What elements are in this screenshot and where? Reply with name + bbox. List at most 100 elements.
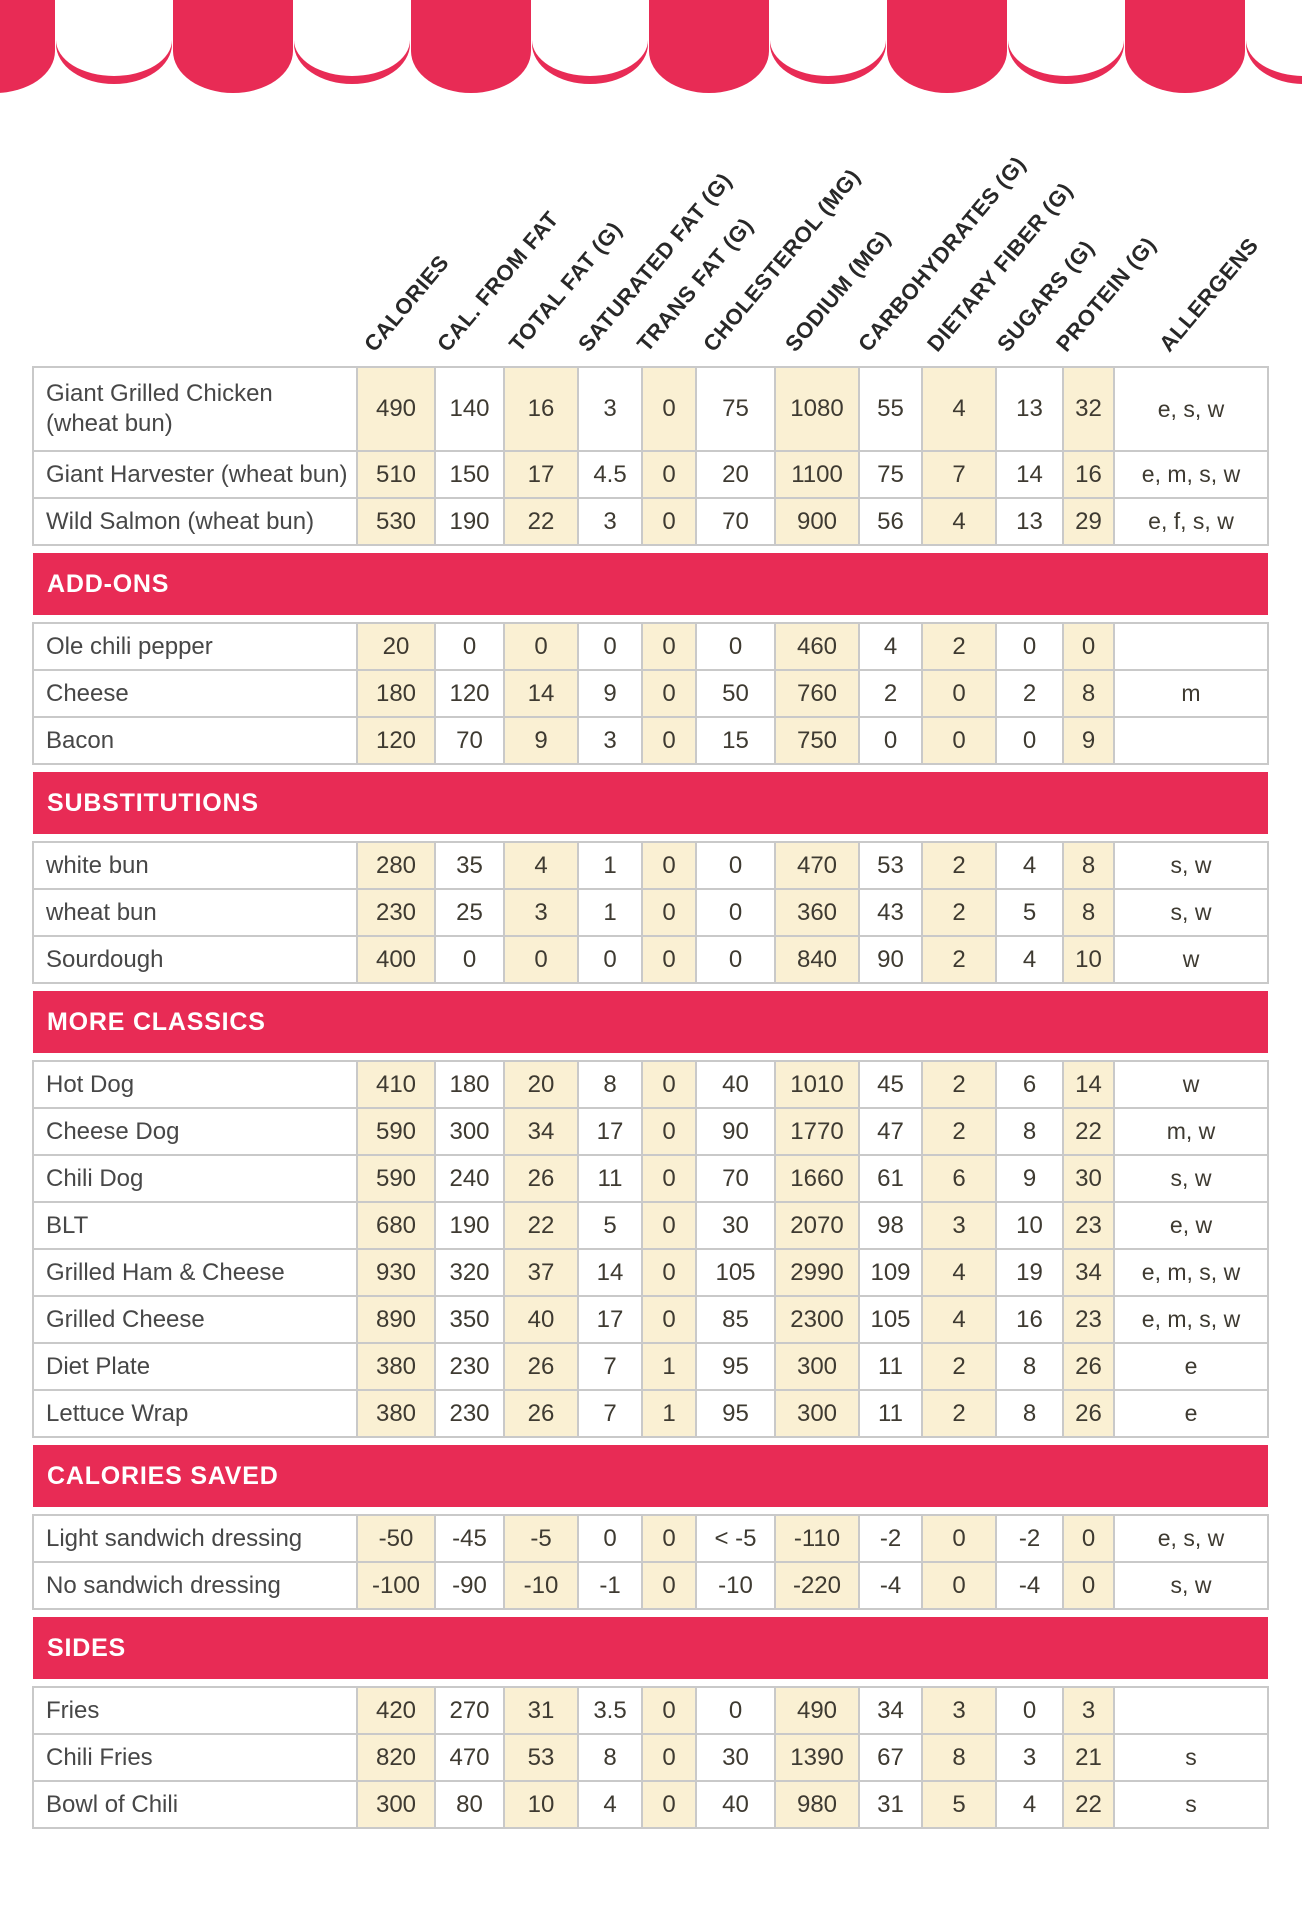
value-cell: 0 xyxy=(921,1561,997,1610)
value-cell: 2 xyxy=(921,841,997,890)
table-row: Cheese 180 120 14 9 0 50 760 2 0 2 8 m xyxy=(32,669,1269,718)
value-cell: 120 xyxy=(356,716,436,765)
value-cell: 350 xyxy=(434,1295,505,1344)
value-cell: 680 xyxy=(356,1201,436,1250)
value-cell: 17 xyxy=(503,450,579,499)
table-row: Grilled Ham & Cheese 930 320 37 14 0 105 2990 10… xyxy=(32,1248,1269,1297)
value-cell: 900 xyxy=(774,497,860,546)
value-cell: 20 xyxy=(503,1060,579,1109)
value-cell: 0 xyxy=(641,497,697,546)
value-cell: 75 xyxy=(858,450,923,499)
value-cell: 30 xyxy=(1062,1154,1115,1203)
item-name: Giant Grilled Chicken (wheat bun) xyxy=(32,366,358,452)
value-cell: 40 xyxy=(503,1295,579,1344)
value-cell: -4 xyxy=(858,1561,923,1610)
value-cell: 0 xyxy=(641,716,697,765)
column-header-label: CAL. FROM FAT xyxy=(432,206,564,357)
item-name: Grilled Cheese xyxy=(32,1295,358,1344)
scallop-shape xyxy=(1008,0,1124,76)
value-cell: 2 xyxy=(995,669,1064,718)
value-cell: -5 xyxy=(503,1514,579,1563)
value-cell: 8 xyxy=(577,1733,643,1782)
allergens-cell: e, w xyxy=(1113,1201,1269,1250)
value-cell: 20 xyxy=(695,450,776,499)
value-cell: 490 xyxy=(774,1686,860,1735)
scallop-shape xyxy=(887,0,1007,93)
value-cell: 400 xyxy=(356,935,436,984)
item-name: Giant Harvester (wheat bun) xyxy=(32,450,358,499)
value-cell: 30 xyxy=(695,1733,776,1782)
value-cell: 35 xyxy=(434,841,505,890)
scallop-shape xyxy=(1246,0,1302,76)
value-cell: 150 xyxy=(434,450,505,499)
value-cell: 3 xyxy=(921,1201,997,1250)
value-cell: 3 xyxy=(1062,1686,1115,1735)
value-cell: 0 xyxy=(1062,1561,1115,1610)
table-row: Giant Harvester (wheat bun) 510 150 17 4.5 0 2… xyxy=(32,450,1269,499)
value-cell: 7 xyxy=(921,450,997,499)
value-cell: 230 xyxy=(434,1342,505,1391)
allergens-cell: s xyxy=(1113,1733,1269,1782)
allergens-cell: e, m, s, w xyxy=(1113,1248,1269,1297)
value-cell: 10 xyxy=(503,1780,579,1829)
value-cell: 0 xyxy=(641,888,697,937)
value-cell: 0 xyxy=(695,622,776,671)
allergens-cell: e, f, s, w xyxy=(1113,497,1269,546)
value-cell: 0 xyxy=(641,1248,697,1297)
value-cell: 0 xyxy=(641,669,697,718)
value-cell: 105 xyxy=(695,1248,776,1297)
table-row: Light sandwich dressing -50 -45 -5 0 0 < -5 -11… xyxy=(32,1514,1269,1563)
value-cell: -220 xyxy=(774,1561,860,1610)
item-name: Diet Plate xyxy=(32,1342,358,1391)
value-cell: 22 xyxy=(503,497,579,546)
value-cell: 0 xyxy=(1062,1514,1115,1563)
section-cell: MORE CLASSICS xyxy=(33,983,1268,1061)
value-cell: 22 xyxy=(1062,1780,1115,1829)
value-cell: 26 xyxy=(503,1154,579,1203)
value-cell: 34 xyxy=(858,1686,923,1735)
allergens-cell xyxy=(1113,716,1269,765)
section-cell: SUBSTITUTIONS xyxy=(33,764,1268,842)
table-row: BLT 680 190 22 5 0 30 2070 98 3 10 23 e, w xyxy=(32,1201,1269,1250)
allergens-cell: e xyxy=(1113,1342,1269,1391)
value-cell: 8 xyxy=(577,1060,643,1109)
value-cell: 11 xyxy=(858,1342,923,1391)
item-name: Chili Fries xyxy=(32,1733,358,1782)
value-cell: 2990 xyxy=(774,1248,860,1297)
value-cell: 300 xyxy=(356,1780,436,1829)
value-cell: 1660 xyxy=(774,1154,860,1203)
allergens-cell: s, w xyxy=(1113,841,1269,890)
item-name: Cheese Dog xyxy=(32,1107,358,1156)
value-cell: < -5 xyxy=(695,1514,776,1563)
value-cell: 0 xyxy=(641,1561,697,1610)
section-row: SIDES xyxy=(33,1609,1268,1687)
section-row: CALORIES SAVED xyxy=(33,1437,1268,1515)
value-cell: 3 xyxy=(577,366,643,452)
value-cell: 8 xyxy=(1062,669,1115,718)
value-cell: 90 xyxy=(858,935,923,984)
value-cell: 1 xyxy=(641,1342,697,1391)
scallop-shape xyxy=(0,0,55,93)
value-cell: 6 xyxy=(921,1154,997,1203)
value-cell: 11 xyxy=(858,1389,923,1438)
value-cell: 1080 xyxy=(774,366,860,452)
value-cell: 14 xyxy=(1062,1060,1115,1109)
value-cell: 380 xyxy=(356,1389,436,1438)
table-row: Bacon 120 70 9 3 0 15 750 0 0 0 9 xyxy=(32,716,1269,765)
value-cell: 53 xyxy=(503,1733,579,1782)
allergens-cell: e, m, s, w xyxy=(1113,450,1269,499)
value-cell: 19 xyxy=(995,1248,1064,1297)
scallop-shape xyxy=(649,0,769,93)
value-cell: 10 xyxy=(1062,935,1115,984)
value-cell: 0 xyxy=(503,622,579,671)
value-cell: 1 xyxy=(641,1389,697,1438)
value-cell: 0 xyxy=(434,622,505,671)
value-cell: 3 xyxy=(921,1686,997,1735)
value-cell: 7 xyxy=(577,1342,643,1391)
value-cell: 4 xyxy=(921,1248,997,1297)
section-row: SUBSTITUTIONS xyxy=(33,764,1268,842)
value-cell: 14 xyxy=(995,450,1064,499)
allergens-cell: e xyxy=(1113,1389,1269,1438)
value-cell: 0 xyxy=(434,935,505,984)
item-name: Wild Salmon (wheat bun) xyxy=(32,497,358,546)
